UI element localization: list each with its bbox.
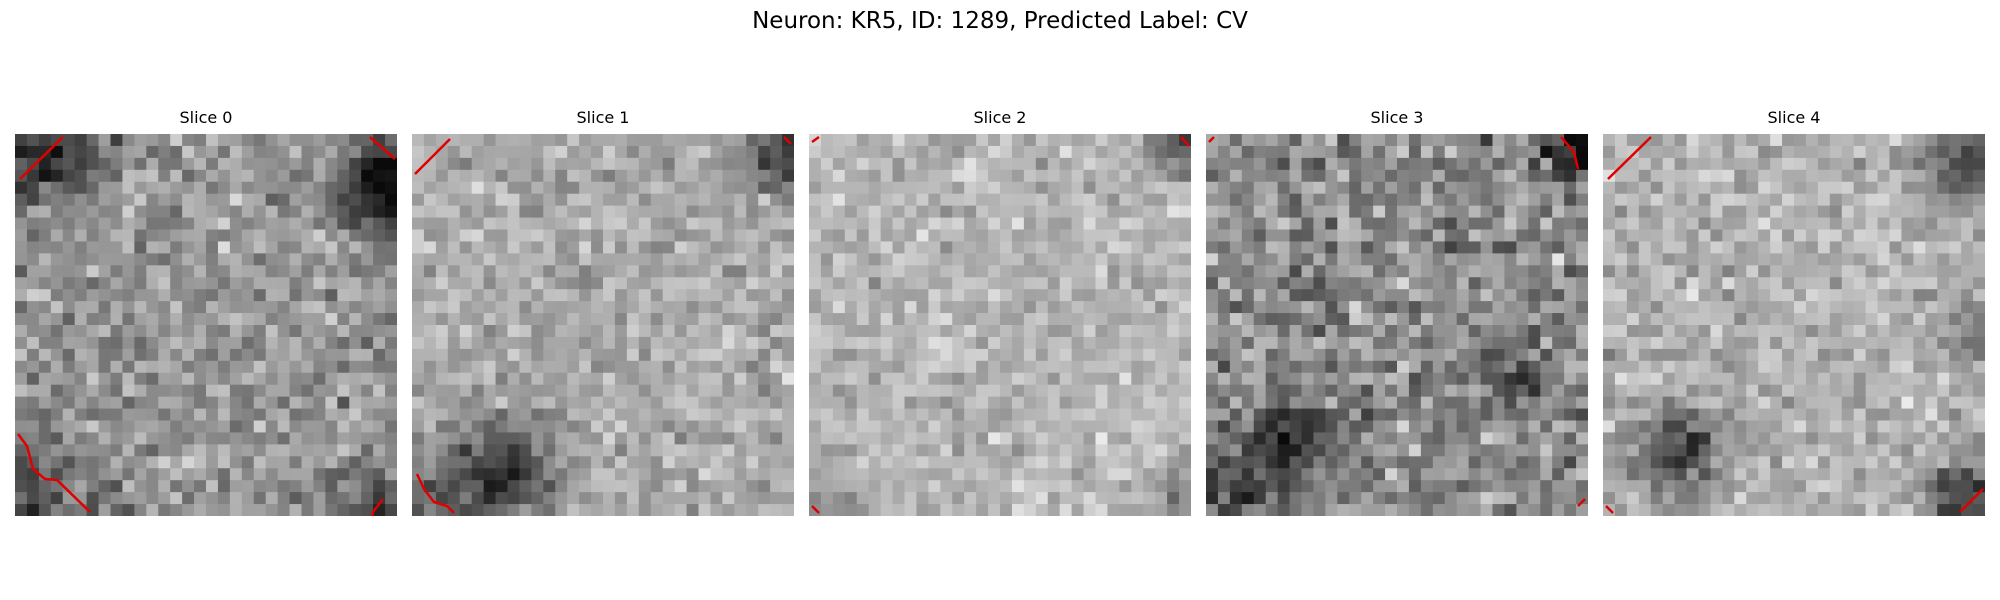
roi-contour [1605,505,1614,514]
slice-title: Slice 0 [179,108,233,127]
slice-image [1603,134,1985,516]
slice-title: Slice 4 [1767,108,1821,127]
roi-contour [1577,498,1586,507]
figure-title: Neuron: KR5, ID: 1289, Predicted Label: … [752,8,1248,34]
slice-image [1206,134,1588,516]
roi-contour [811,505,820,514]
roi-contour [415,473,455,514]
roi-contour [1208,136,1215,143]
roi-contour [1560,136,1580,170]
roi-contour [371,498,384,516]
slice-title: Slice 1 [576,108,630,127]
roi-contour [783,136,792,145]
roi-contour [19,136,64,180]
roi-contour [17,433,91,513]
roi-contour [369,136,396,160]
roi-contour [1607,136,1652,180]
roi-contour [1180,136,1190,147]
slice-image [15,134,397,516]
slice-title: Slice 3 [1370,108,1424,127]
slice-image [809,134,1191,516]
roi-contour [1959,488,1984,513]
roi-contour [811,135,820,144]
slice-title: Slice 2 [973,108,1027,127]
roi-contour [414,138,451,175]
slice-image [412,134,794,516]
